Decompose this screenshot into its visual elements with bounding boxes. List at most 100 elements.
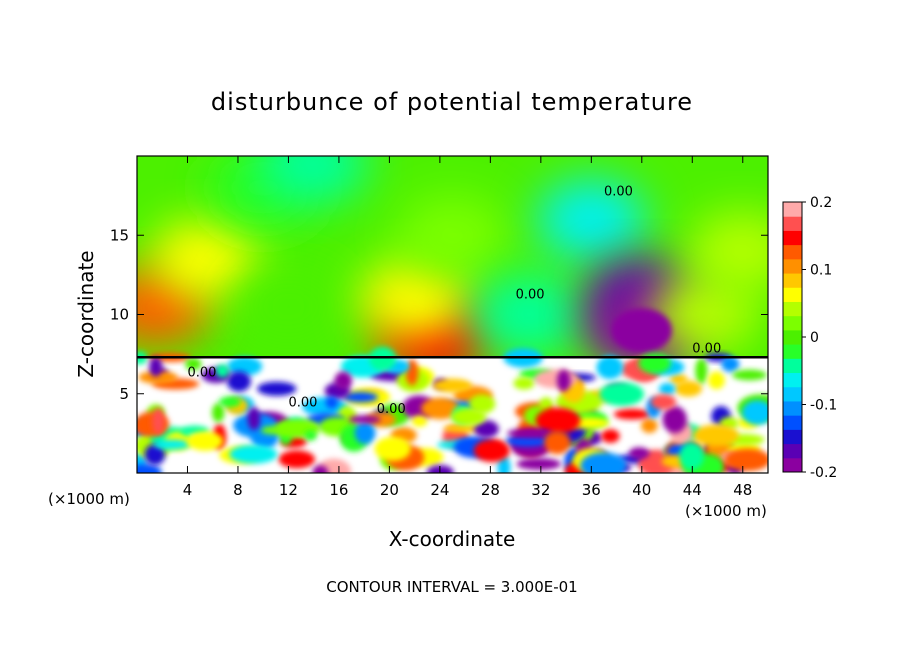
turbulence-cell [641, 418, 658, 434]
contour-label: 0.00 [516, 288, 545, 303]
x-tick-label: 40 [632, 481, 651, 499]
turbulence-cell [741, 400, 768, 425]
turbulence-cell [374, 436, 411, 462]
colorbar-swatch [783, 329, 802, 345]
turbulence-cell [144, 443, 166, 466]
x-tick-label: 16 [329, 481, 348, 499]
turbulence-cell [650, 394, 677, 410]
turbulence-cell [229, 444, 278, 464]
colorbar-swatch [783, 216, 802, 231]
x-tick-label: 20 [380, 481, 399, 499]
turbulence-cell [473, 420, 499, 438]
x-tick-label: 36 [582, 481, 601, 499]
field-feature-4 [258, 156, 369, 204]
turbulence-cell [534, 369, 579, 389]
contour-label: 0.00 [187, 365, 216, 380]
turbulence-cell [257, 381, 297, 396]
y-tick-label: 10 [110, 306, 129, 324]
colorbar-swatch [783, 443, 802, 459]
colorbar: 0.2 0.1 0 -0.1 -0.2 [782, 195, 837, 481]
turbulence-cell [721, 356, 740, 372]
colorbar-swatch [783, 358, 802, 374]
turbulence-cell [473, 439, 510, 463]
x-tick-label: 8 [233, 481, 243, 499]
y-axis-label: Z-coordinate [74, 250, 98, 377]
turbulence-cell [149, 356, 163, 377]
y-axis: 5 10 15 [110, 226, 768, 403]
turbulence-cell [516, 458, 562, 470]
x-tick-label: 48 [733, 481, 752, 499]
turbulence-cell [556, 369, 571, 392]
x-unit-label-left: (×1000 m) [48, 490, 130, 508]
colorbar-swatch [783, 258, 802, 274]
turbulence-cell [421, 397, 460, 420]
turbulence-cell [732, 369, 767, 381]
field-feature-13 [687, 211, 768, 292]
turbulence-cell [226, 371, 251, 392]
turbulence-cell [348, 415, 381, 424]
turbulence-cell [342, 391, 379, 403]
turbulence-cell [669, 374, 688, 385]
field-feature-7 [397, 195, 508, 276]
contour-label: 0.00 [377, 402, 406, 417]
colorbar-swatch [783, 400, 802, 416]
lower-field [137, 346, 768, 473]
turbulence-cell [247, 406, 261, 431]
turbulence-cell [693, 424, 739, 447]
y-tick-label: 15 [110, 226, 129, 244]
colorbar-swatch [783, 429, 802, 445]
turbulence-cell [662, 405, 687, 434]
field-feature-6 [359, 258, 470, 339]
x-axis: 4 8 12 16 20 24 28 32 36 40 44 48 [183, 156, 752, 499]
turbulence-cell [153, 439, 191, 450]
field-feature-12 [649, 274, 760, 355]
plot-area: 0.00 0.00 0.00 0.00 0.00 0.00 [137, 156, 768, 473]
colorbar-swatch [783, 244, 802, 260]
field-feature-2 [233, 266, 344, 347]
chart-title: disturbunce of potential temperature [211, 88, 693, 116]
colorbar-swatch [783, 287, 802, 302]
turbulence-cell [138, 370, 178, 384]
turbulence-cell [513, 377, 535, 390]
field-feature-1 [151, 219, 262, 300]
turbulence-cell [544, 430, 571, 455]
x-tick-label: 4 [183, 481, 193, 499]
colorbar-tick-label: 0.1 [810, 263, 832, 279]
turbulence-cell [137, 463, 162, 473]
turbulence-cell [580, 452, 627, 473]
contour-lines: 0.00 0.00 0.00 0.00 0.00 0.00 [187, 185, 721, 417]
turbulence-cell [443, 423, 481, 433]
turbulence-cell [679, 442, 705, 470]
turbulence-cell [451, 407, 487, 426]
colorbar-swatch [783, 273, 802, 288]
colorbar-swatch [783, 202, 802, 217]
turbulence-cell [211, 403, 225, 423]
colorbar-tick-label: -0.1 [810, 398, 837, 414]
turbulence-cell [152, 407, 165, 435]
contour-label: 0.00 [692, 342, 721, 357]
turbulence-cell [334, 371, 353, 390]
turbulence-cell [411, 415, 428, 427]
colorbar-swatch [783, 415, 802, 430]
turbulence-cell [186, 431, 224, 451]
contour-label: 0.00 [288, 395, 317, 410]
turbulence-cell [369, 346, 397, 371]
field-feature-8 [473, 274, 584, 355]
turbulence-cell [354, 421, 376, 445]
turbulence-cell [695, 357, 708, 385]
x-tick-label: 12 [279, 481, 298, 499]
colorbar-swatch [783, 315, 802, 331]
x-tick-label: 32 [531, 481, 550, 499]
colorbar-tick-label: -0.2 [810, 465, 837, 481]
turbulence-cell [185, 357, 202, 371]
turbulence-cell [535, 407, 581, 434]
colorbar-swatch [783, 301, 802, 317]
turbulence-cell [260, 425, 289, 435]
field-core-min [611, 308, 672, 353]
colorbar-tick-label: 0.2 [810, 195, 832, 211]
turbulence-cell [505, 435, 550, 447]
turbulence-cell [219, 396, 241, 408]
x-unit-label-right: (×1000 m) [685, 502, 767, 520]
